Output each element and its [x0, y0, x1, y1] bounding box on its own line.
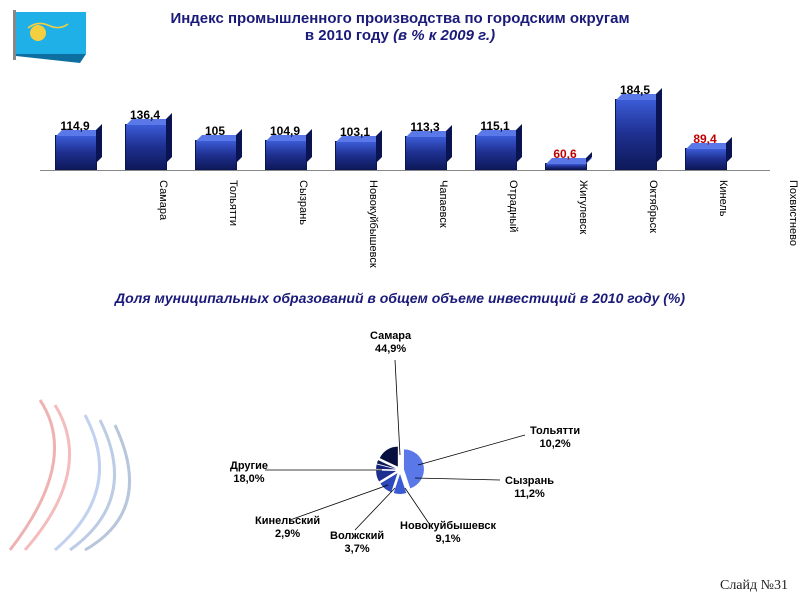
- pie-label-5: Кинельский2,9%: [255, 515, 320, 541]
- bar-value-label: 136,4: [115, 108, 175, 122]
- bar-rect: [545, 163, 587, 170]
- region-flag-icon: [10, 8, 90, 68]
- bar-value-label: 60,6: [535, 147, 595, 161]
- bar-value-label: 115,1: [465, 119, 525, 133]
- bar-rect: [125, 124, 167, 170]
- pie-leader: [418, 435, 525, 465]
- bar-value-label: 89,4: [675, 132, 735, 146]
- pie-label-1: Тольятти10,2%: [530, 425, 580, 451]
- pie-label-4: Волжский3,7%: [330, 530, 384, 556]
- bar-rect: [195, 140, 237, 170]
- background-swirl-decor: [0, 360, 220, 560]
- pie-chart: Самара44,9% Тольятти10,2% Сызрань11,2% Ново…: [200, 330, 600, 580]
- bar-category-label: Похвистнево: [699, 180, 799, 270]
- pie-label-0: Самара44,9%: [370, 330, 411, 356]
- bar-rect: [685, 148, 727, 170]
- pie-label-2: Сызрань11,2%: [505, 475, 554, 501]
- bar-rect: [475, 135, 517, 170]
- bar-chart-baseline: [40, 170, 770, 171]
- slide-number: Слайд №31: [720, 578, 788, 594]
- pie-slice-0: [404, 449, 424, 488]
- bar-value-label: 105: [185, 124, 245, 138]
- title-line2: в 2010 году (в % к 2009 г.): [0, 27, 800, 44]
- pie-chart-title: Доля муниципальных образований в общем о…: [0, 290, 800, 306]
- bar-value-label: 104,9: [255, 124, 315, 138]
- slide-root: Индекс промышленного производства по гор…: [0, 0, 800, 600]
- pie-label-3: Новокуйбышевск9,1%: [400, 520, 496, 546]
- pie-label-6: Другие18,0%: [230, 460, 268, 486]
- bar-rect: [55, 135, 97, 170]
- chart-title: Индекс промышленного производства по гор…: [0, 0, 800, 44]
- bar-value-label: 113,3: [395, 120, 455, 134]
- bar-rect: [615, 99, 657, 170]
- pie-leader: [395, 360, 400, 455]
- bar-chart: 114,9Самара136,4Тольятти105Сызрань104,9Н…: [55, 85, 755, 265]
- bar-value-label: 103,1: [325, 125, 385, 139]
- bar-rect: [335, 141, 377, 170]
- title-line1: Индекс промышленного производства по гор…: [0, 10, 800, 27]
- bar-rect: [405, 136, 447, 170]
- pie-leader: [415, 478, 500, 480]
- bar-rect: [265, 140, 307, 170]
- bar-value-label: 114,9: [45, 119, 105, 133]
- bar-value-label: 184,5: [605, 83, 665, 97]
